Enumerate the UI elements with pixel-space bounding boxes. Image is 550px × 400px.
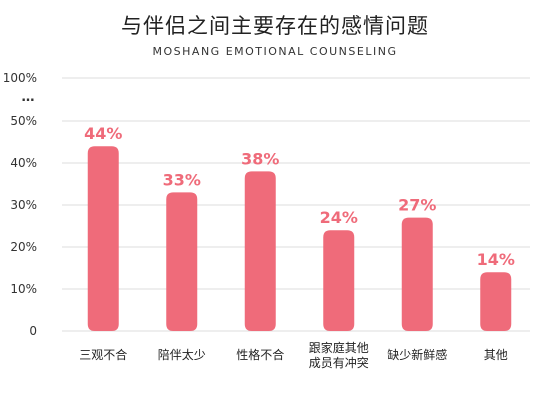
chart-title: 与伴侣之间主要存在的感情问题 bbox=[121, 14, 429, 38]
chart-subtitle: MOSHANG EMOTIONAL COUNSELING bbox=[153, 45, 398, 58]
x-category-label: 其他 bbox=[484, 348, 508, 362]
y-tick-label: 10% bbox=[10, 282, 37, 296]
bar bbox=[166, 192, 198, 331]
data-labels: 44% 33% 38% 24% 27% 14% bbox=[84, 124, 515, 269]
y-axis-break-ellipsis: … bbox=[22, 90, 35, 105]
y-tick-label: 0 bbox=[29, 324, 37, 338]
x-category-label: 成员有冲突 bbox=[309, 355, 369, 370]
y-tick-label: 100% bbox=[3, 71, 37, 85]
data-label: 44% bbox=[84, 124, 122, 143]
bar bbox=[87, 146, 119, 331]
bar bbox=[480, 272, 512, 331]
grid-lines bbox=[62, 77, 530, 332]
x-category-label: 陪伴太少 bbox=[158, 347, 206, 362]
bar bbox=[323, 230, 355, 331]
data-label: 33% bbox=[163, 170, 201, 189]
x-category-label: 性格不合 bbox=[236, 347, 284, 362]
x-category-label: 三观不合 bbox=[79, 347, 127, 362]
data-label: 14% bbox=[477, 250, 515, 269]
y-tick-label: 40% bbox=[10, 156, 37, 170]
bar bbox=[244, 171, 276, 331]
x-category-label: 跟家庭其他 bbox=[309, 340, 369, 355]
data-label: 27% bbox=[398, 196, 436, 215]
y-tick-label: 20% bbox=[10, 240, 37, 254]
bar bbox=[401, 217, 433, 331]
data-label: 24% bbox=[320, 208, 358, 227]
x-category-label: 缺少新鲜感 bbox=[387, 347, 447, 362]
data-label: 38% bbox=[241, 149, 279, 168]
y-axis-ticks: 0 10% 20% 30% 40% 50% 100% … bbox=[3, 71, 37, 338]
y-tick-label: 50% bbox=[10, 114, 37, 128]
bars bbox=[87, 146, 512, 331]
y-tick-label: 30% bbox=[10, 198, 37, 212]
